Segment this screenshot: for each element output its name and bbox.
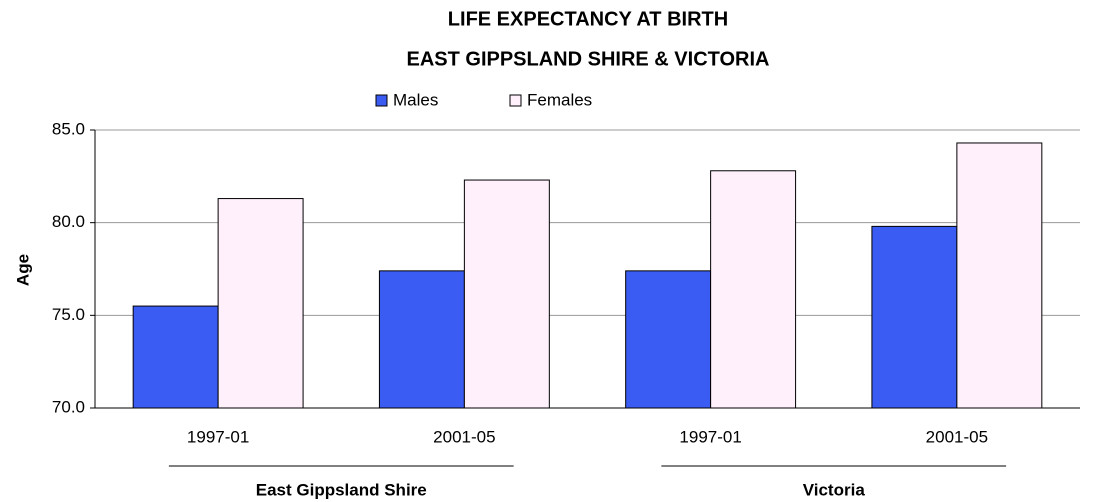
bar bbox=[956, 142, 1043, 409]
legend-swatch bbox=[375, 94, 388, 107]
y-axis-label: Age bbox=[13, 254, 32, 286]
bar bbox=[871, 225, 958, 409]
group-label: Victoria bbox=[803, 480, 866, 499]
bar bbox=[710, 170, 797, 409]
bar bbox=[378, 270, 465, 409]
bar bbox=[132, 305, 219, 409]
x-tick-label: 1997-01 bbox=[187, 427, 249, 446]
group-label: East Gippsland Shire bbox=[256, 480, 427, 499]
x-tick-label: 1997-01 bbox=[679, 427, 741, 446]
legend-label: Females bbox=[527, 90, 592, 109]
bar bbox=[625, 270, 712, 409]
y-tick-label: 80.0 bbox=[52, 212, 85, 231]
bar bbox=[217, 198, 304, 409]
y-tick-label: 70.0 bbox=[52, 397, 85, 416]
legend-label: Males bbox=[393, 90, 438, 109]
x-tick-label: 2001-05 bbox=[926, 427, 988, 446]
legend-swatch bbox=[509, 94, 522, 107]
bar bbox=[463, 179, 550, 409]
chart-subtitle: EAST GIPPSLAND SHIRE & VICTORIA bbox=[406, 48, 769, 70]
chart-title: LIFE EXPECTANCY AT BIRTH bbox=[448, 8, 728, 30]
y-tick-label: 85.0 bbox=[52, 119, 85, 138]
y-tick-label: 75.0 bbox=[52, 305, 85, 324]
x-tick-label: 2001-05 bbox=[433, 427, 495, 446]
